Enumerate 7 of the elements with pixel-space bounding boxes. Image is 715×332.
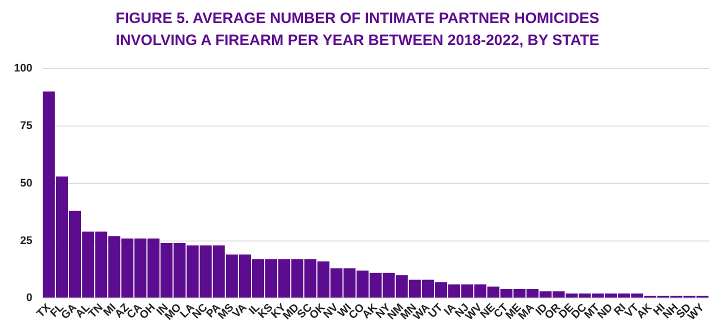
y-tick-label: 0 <box>26 292 32 304</box>
y-tick-label: 25 <box>20 234 32 247</box>
x-tick-label: VA <box>230 302 250 320</box>
chart-title: FIGURE 5. AVERAGE NUMBER OF INTIMATE PARTNER HOMICIDES INVOLVING A FIREARM PER YEAR BETWEEN 2018-2022, BY STATE <box>114 9 600 51</box>
y-tick-label: 100 <box>14 62 32 75</box>
y-tick-label: 50 <box>20 177 32 190</box>
y-tick-label: 75 <box>20 120 32 132</box>
